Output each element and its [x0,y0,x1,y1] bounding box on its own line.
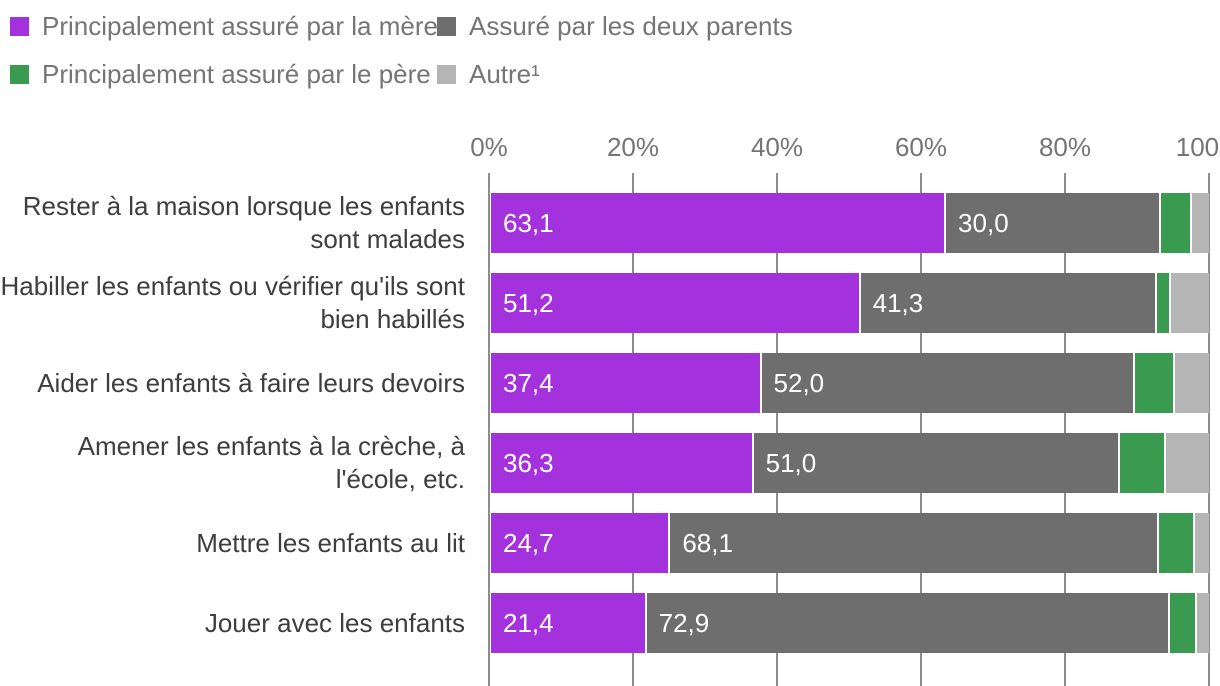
axis-tick-label: 40% [750,132,804,162]
bar-value-label: 30,0 [958,207,1009,238]
bar-row: 51,2 41,3 [491,273,1209,333]
bar-segment-series-3 [1173,353,1209,413]
axis-tick-label: 80% [1038,132,1092,162]
category-label: Mettre les enfants au lit [196,527,465,558]
category-label: Rester à la maison lorsque les enfants s… [22,191,465,254]
legend-label: Principalement assuré par le père [42,58,431,89]
axis-tick-label: 20% [606,132,660,162]
legend-item: Principalement assuré par la mère [10,2,438,50]
bar-value-label: 41,3 [872,287,924,318]
bar-segment-series-1: 51,0 [751,433,1118,493]
category-label: Aider les enfants à faire leurs devoirs [37,367,465,398]
legend-item: Principalement assuré par le père [10,50,437,98]
bar-segment-series-0: 21,4 [491,593,645,653]
legend-item: Autre¹ [437,50,793,98]
bar-value-label: 24,7 [503,527,554,558]
legend-label: Assuré par les deux parents [469,10,793,41]
bar-segment-series-1: 72,9 [644,593,1169,653]
bar-segment-series-2 [1117,433,1164,493]
bar-segment-series-0: 51,2 [491,273,859,333]
bar-row: 21,4 72,9 [491,593,1209,653]
gridline [632,173,634,686]
legend-swatch-icon [437,64,456,84]
bar-segment-series-0: 37,4 [491,353,760,413]
bar-segment-series-0: 24,7 [491,513,669,573]
category-label: Habiller les enfants ou vérifier qu'ils … [0,271,465,334]
bar-value-label: 36,3 [503,447,554,478]
axis-tick-label: 100% [1175,132,1220,162]
gridline [920,173,922,686]
bar-segment-series-1: 68,1 [668,513,1158,573]
gridline [1208,173,1210,686]
bar-row: 24,7 68,1 [491,513,1209,573]
legend-swatch-icon [437,16,456,36]
legend-swatch-icon [10,64,29,84]
bar-segment-series-0: 36,3 [491,433,752,493]
bar-segment-series-1: 30,0 [944,193,1160,253]
bar-value-label: 52,0 [773,367,825,398]
legend-label: Autre¹ [469,58,540,89]
bar-value-label: 51,0 [765,447,817,478]
bar-segment-series-3 [1190,193,1209,253]
bar-value-label: 37,4 [503,367,554,398]
bar-segment-series-2 [1159,193,1191,253]
gridline [488,173,490,686]
bar-row: 36,3 51,0 [491,433,1209,493]
legend-swatch-icon [10,16,29,36]
bar-value-label: 72,9 [658,607,710,638]
bar-row: 37,4 52,0 [491,353,1209,413]
legend-label: Principalement assuré par la mère [42,10,438,41]
legend-item: Assuré par les deux parents [437,2,793,50]
bar-row: 63,1 30,0 [491,193,1209,253]
bar-segment-series-2 [1168,593,1195,653]
bar-segment-series-2 [1155,273,1169,333]
bar-segment-series-2 [1132,353,1174,413]
bar-segment-series-3 [1163,433,1209,493]
bar-segment-series-3 [1194,593,1209,653]
bar-value-label: 21,4 [503,607,554,638]
bar-segment-series-3 [1168,273,1209,333]
bar-segment-series-3 [1193,513,1209,573]
bar-segment-series-2 [1157,513,1194,573]
legend: Principalement assuré par la mère Assuré … [10,2,793,98]
bar-segment-series-1: 41,3 [858,273,1156,333]
bar-value-label: 51,2 [503,287,554,318]
bar-segment-series-0: 63,1 [491,193,945,253]
axis-tick-label: 60% [894,132,948,162]
category-label: Amener les enfants à la crèche, à l'écol… [77,431,465,494]
bar-value-label: 63,1 [503,207,554,238]
bar-value-label: 68,1 [682,527,733,558]
gridline [776,173,778,686]
axis-tick-label: 0% [470,132,508,162]
bar-segment-series-1: 52,0 [759,353,1133,413]
category-label: Jouer avec les enfants [204,607,465,638]
gridline [1064,173,1066,686]
